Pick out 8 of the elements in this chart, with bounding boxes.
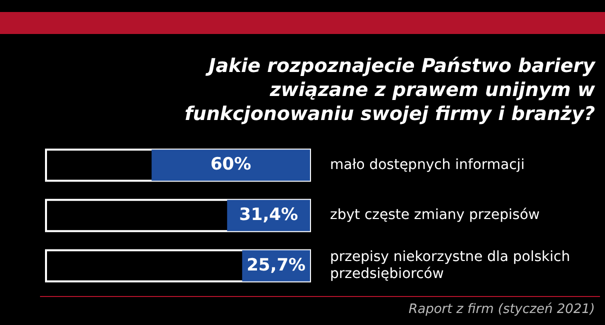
y-tick-label: zbyt częste zmiany przepisów (330, 207, 540, 224)
y-tick-label: przepisy niekorzystne dla polskich przedsiębiorców (330, 248, 570, 282)
y-tick-label: mało dostępnych informacji (330, 156, 525, 173)
data-label: 25,7% (246, 255, 306, 276)
data-label: 60% (210, 154, 252, 175)
text: Jakie rozpoznajecie Państwo bariery związane z prawem unijnym w funkcjonowaniu swojej firmy i branży? (184, 54, 595, 126)
data-label: 31,4% (239, 204, 298, 225)
text: Raport z firm (styczeń 2021) (408, 302, 595, 317)
